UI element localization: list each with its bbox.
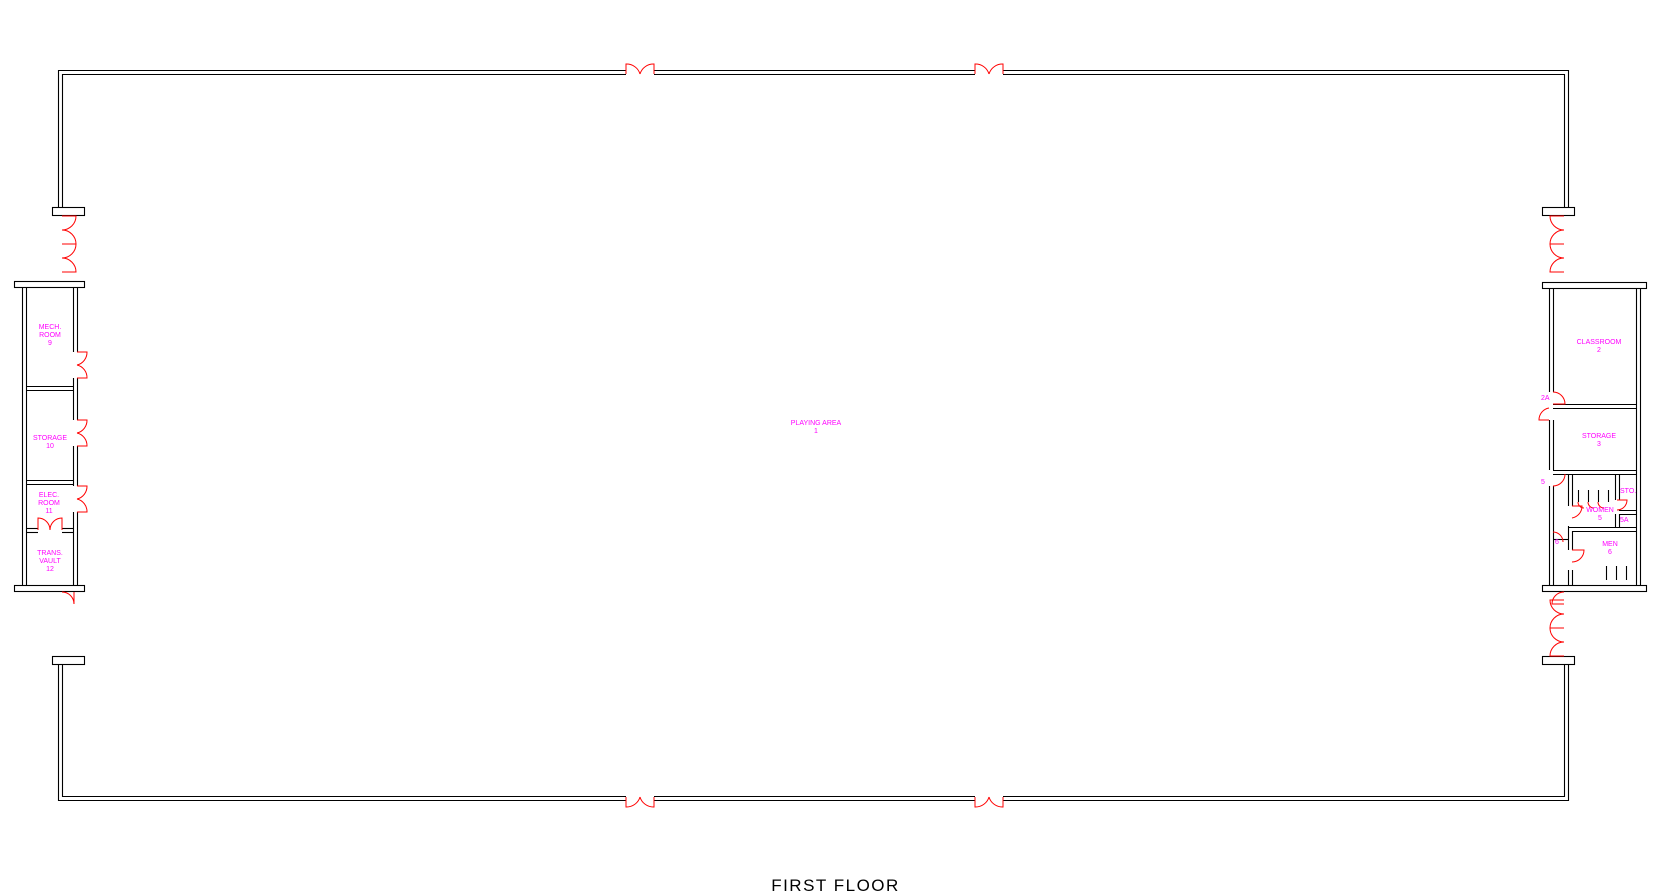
room-number-playing-area: 1 <box>814 428 818 435</box>
room-number-men: 6 <box>1608 549 1612 556</box>
room-number-mech: 9 <box>48 340 52 347</box>
room-label-trans-line1: TRANS. <box>37 550 63 557</box>
room-label-playing-area: PLAYING AREA <box>791 420 842 427</box>
room-label-men: MEN <box>1602 541 1618 548</box>
room-number-classroom: 2 <box>1597 347 1601 354</box>
room-label-classroom: CLASSROOM <box>1577 339 1622 346</box>
room-label-storage-3: STORAGE <box>1582 433 1616 440</box>
room-label-women: WOMEN <box>1586 507 1614 514</box>
door-tag-5: 5 <box>1541 479 1545 486</box>
room-number-elec: 11 <box>45 508 52 515</box>
room-tag-5a: 5A <box>1620 517 1629 524</box>
room-label-mech-line2: ROOM <box>39 332 61 339</box>
perimeter-walls <box>51 69 1576 802</box>
drawing-title: FIRST FLOOR <box>771 876 900 895</box>
room-number-women: 5 <box>1598 515 1602 522</box>
room-number-storage-3: 3 <box>1597 441 1601 448</box>
right-annex-doors <box>1538 391 1628 605</box>
right-annex-walls <box>1541 281 1648 593</box>
room-number-storage-10: 10 <box>46 443 54 450</box>
room-labels: PLAYING AREA 1 CLASSROOM 2 STORAGE 3 WOM… <box>33 324 1636 573</box>
left-annex-doors <box>37 351 88 605</box>
door-tag-6: 6 <box>1555 539 1559 546</box>
room-label-storage-10: STORAGE <box>33 435 67 442</box>
room-label-trans-line2: VAULT <box>39 558 61 565</box>
room-number-trans: 12 <box>46 566 54 573</box>
room-label-elec-line1: ELEC. <box>39 492 59 499</box>
right-wall-doors <box>1549 215 1565 657</box>
room-label-sto: STO. <box>1620 488 1636 495</box>
main-double-doors <box>625 63 1004 808</box>
left-annex-walls <box>13 280 86 593</box>
left-wall-doors <box>61 215 77 273</box>
room-label-mech-line1: MECH. <box>39 324 62 331</box>
door-tag-2a: 2A <box>1541 395 1550 402</box>
room-label-elec-line2: ROOM <box>38 500 60 507</box>
